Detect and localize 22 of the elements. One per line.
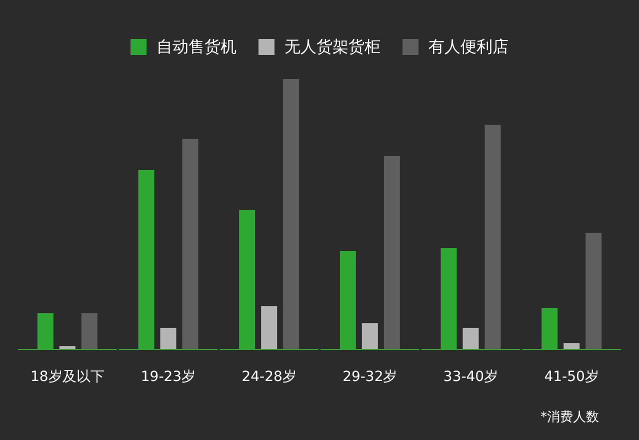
x-tick-label: 33-40岁 <box>443 369 498 385</box>
x-tick-label: 19-23岁 <box>140 369 196 385</box>
bar <box>59 346 76 349</box>
legend-label: 有人便利店 <box>428 37 508 56</box>
x-tick-label: 18岁及以下 <box>30 369 104 385</box>
bar <box>484 124 501 349</box>
bar <box>182 138 198 349</box>
x-tick-label: 24-28岁 <box>242 369 296 385</box>
bar <box>362 323 378 349</box>
bar <box>384 156 400 349</box>
bar <box>283 79 300 349</box>
bar <box>81 313 98 349</box>
bar <box>261 306 278 349</box>
x-tick-label: 29-32岁 <box>342 369 398 385</box>
legend-label: 自动售货机 <box>156 37 236 56</box>
x-tick-label: 41-50岁 <box>544 369 599 385</box>
bar <box>160 328 176 349</box>
legend-label: 无人货架货柜 <box>284 37 380 56</box>
bar <box>586 232 602 349</box>
bar <box>564 343 580 349</box>
bar <box>462 328 479 349</box>
text: *消费人数 <box>540 410 599 425</box>
